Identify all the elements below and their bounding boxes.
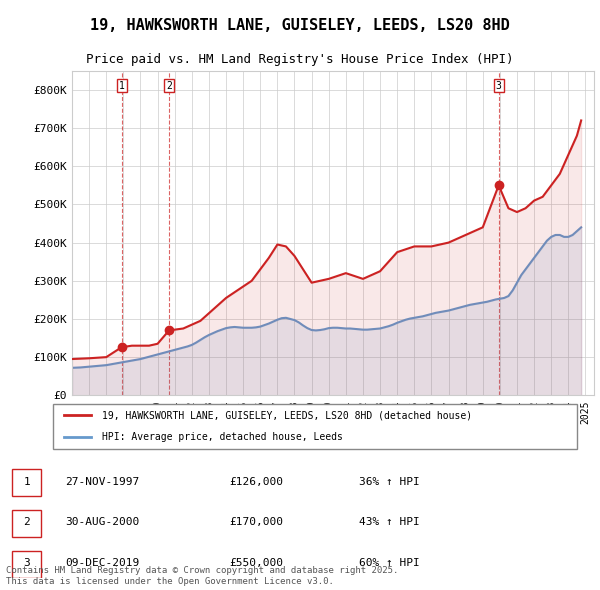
- FancyBboxPatch shape: [12, 551, 41, 578]
- Text: £126,000: £126,000: [229, 477, 283, 487]
- Text: 09-DEC-2019: 09-DEC-2019: [65, 558, 139, 568]
- Text: 43% ↑ HPI: 43% ↑ HPI: [359, 517, 419, 527]
- Text: 2: 2: [166, 80, 172, 90]
- FancyBboxPatch shape: [53, 404, 577, 449]
- Text: 1: 1: [119, 80, 125, 90]
- Text: 2: 2: [23, 517, 30, 527]
- FancyBboxPatch shape: [12, 510, 41, 537]
- Text: Contains HM Land Registry data © Crown copyright and database right 2025.
This d: Contains HM Land Registry data © Crown c…: [6, 566, 398, 585]
- Text: 60% ↑ HPI: 60% ↑ HPI: [359, 558, 419, 568]
- Text: 36% ↑ HPI: 36% ↑ HPI: [359, 477, 419, 487]
- Text: 27-NOV-1997: 27-NOV-1997: [65, 477, 139, 487]
- Text: 3: 3: [496, 80, 502, 90]
- Text: HPI: Average price, detached house, Leeds: HPI: Average price, detached house, Leed…: [102, 432, 343, 442]
- Text: 19, HAWKSWORTH LANE, GUISELEY, LEEDS, LS20 8HD: 19, HAWKSWORTH LANE, GUISELEY, LEEDS, LS…: [90, 18, 510, 32]
- Text: 3: 3: [23, 558, 30, 568]
- Text: 19, HAWKSWORTH LANE, GUISELEY, LEEDS, LS20 8HD (detached house): 19, HAWKSWORTH LANE, GUISELEY, LEEDS, LS…: [102, 410, 472, 420]
- Text: 1: 1: [23, 477, 30, 487]
- Text: £550,000: £550,000: [229, 558, 283, 568]
- FancyBboxPatch shape: [12, 469, 41, 496]
- Text: £170,000: £170,000: [229, 517, 283, 527]
- Text: Price paid vs. HM Land Registry's House Price Index (HPI): Price paid vs. HM Land Registry's House …: [86, 53, 514, 66]
- Text: 30-AUG-2000: 30-AUG-2000: [65, 517, 139, 527]
